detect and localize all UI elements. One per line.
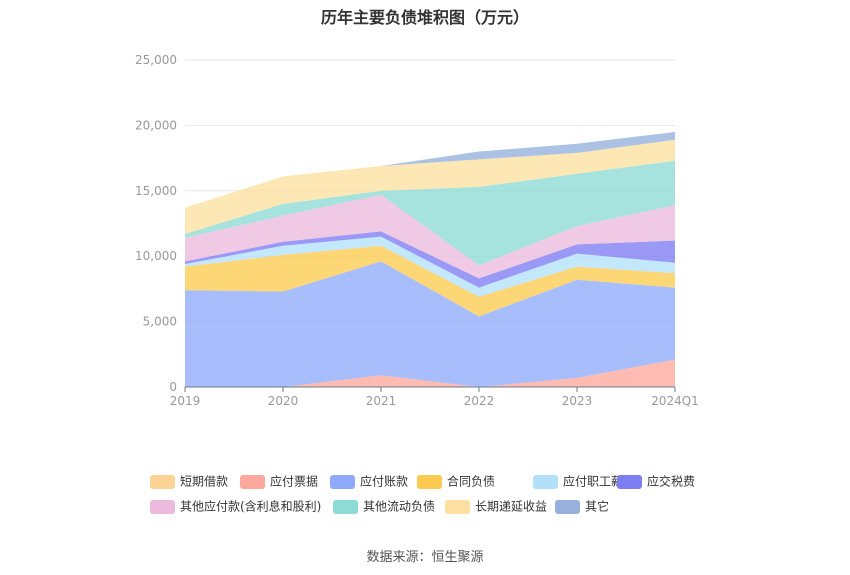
y-tick-label: 5,000 <box>143 315 177 329</box>
legend-item[interactable]: 其它 <box>555 498 609 514</box>
legend-swatch <box>445 499 470 514</box>
legend-label: 其他应付款(含利息和股利) <box>180 499 322 514</box>
stacked-area-chart: 0 5,000 10,000 15,000 20,000 25,000 2019 2020 20… <box>135 53 699 408</box>
x-tick-label: 2022 <box>464 394 495 408</box>
legend-item[interactable]: 其他应付款(含利息和股利) <box>150 498 321 514</box>
legend-swatch <box>240 474 265 489</box>
legend-swatch <box>617 474 642 489</box>
legend-swatch <box>555 499 580 514</box>
area-series-6 <box>185 194 675 279</box>
legend-swatch <box>330 474 355 489</box>
legend-swatch <box>150 499 175 514</box>
legend-item[interactable]: 应交税费 <box>617 473 695 489</box>
legend-item[interactable]: 合同负债 <box>417 473 495 489</box>
x-tick-label: 2024Q1 <box>651 394 699 408</box>
axis-layer: 0 5,000 10,000 15,000 20,000 25,000 2019 2020 20… <box>135 53 699 408</box>
y-tick-label: 25,000 <box>135 53 177 67</box>
y-tick-label: 10,000 <box>135 249 177 263</box>
area-series-7 <box>185 160 675 266</box>
legend-swatch <box>417 474 442 489</box>
source-note: 数据来源：恒生聚源 <box>366 550 484 565</box>
x-tick-label: 2023 <box>562 394 593 408</box>
area-series-5 <box>185 231 675 288</box>
area-series-9 <box>185 131 675 208</box>
chart-title: 历年主要负债堆积图（万元） <box>320 8 529 27</box>
legend-item[interactable]: 应付票据 <box>240 473 318 489</box>
x-tick-label: 2020 <box>268 394 299 408</box>
y-tick-label: 20,000 <box>135 118 177 132</box>
legend-item[interactable]: 长期递延收益 <box>445 498 547 514</box>
area-layer <box>185 131 675 387</box>
y-tick-label: 0 <box>169 380 177 394</box>
legend-label: 其他流动负债 <box>363 499 436 514</box>
x-tick-label: 2021 <box>366 394 397 408</box>
legend-item[interactable]: 其他流动负债 <box>333 498 435 514</box>
legend-label: 其它 <box>585 499 610 514</box>
area-series-4 <box>185 236 675 297</box>
legend-swatch <box>150 474 175 489</box>
legend-label: 长期递延收益 <box>475 499 548 514</box>
area-series-8 <box>185 139 675 234</box>
y-tick-label: 15,000 <box>135 184 177 198</box>
legend-swatch <box>533 474 558 489</box>
legend-label: 应付账款 <box>360 474 409 489</box>
legend-item[interactable]: 短期借款 <box>150 473 228 489</box>
legend-swatch <box>333 499 358 514</box>
legend-label: 应交税费 <box>647 474 696 489</box>
area-series-3 <box>185 245 675 317</box>
legend-item[interactable]: 应付账款 <box>330 473 408 489</box>
area-series-2 <box>185 261 675 387</box>
legend-label: 合同负债 <box>447 474 496 489</box>
x-tick-label: 2019 <box>170 394 201 408</box>
legend-label: 短期借款 <box>180 474 229 489</box>
legend-label: 应付票据 <box>270 474 319 489</box>
